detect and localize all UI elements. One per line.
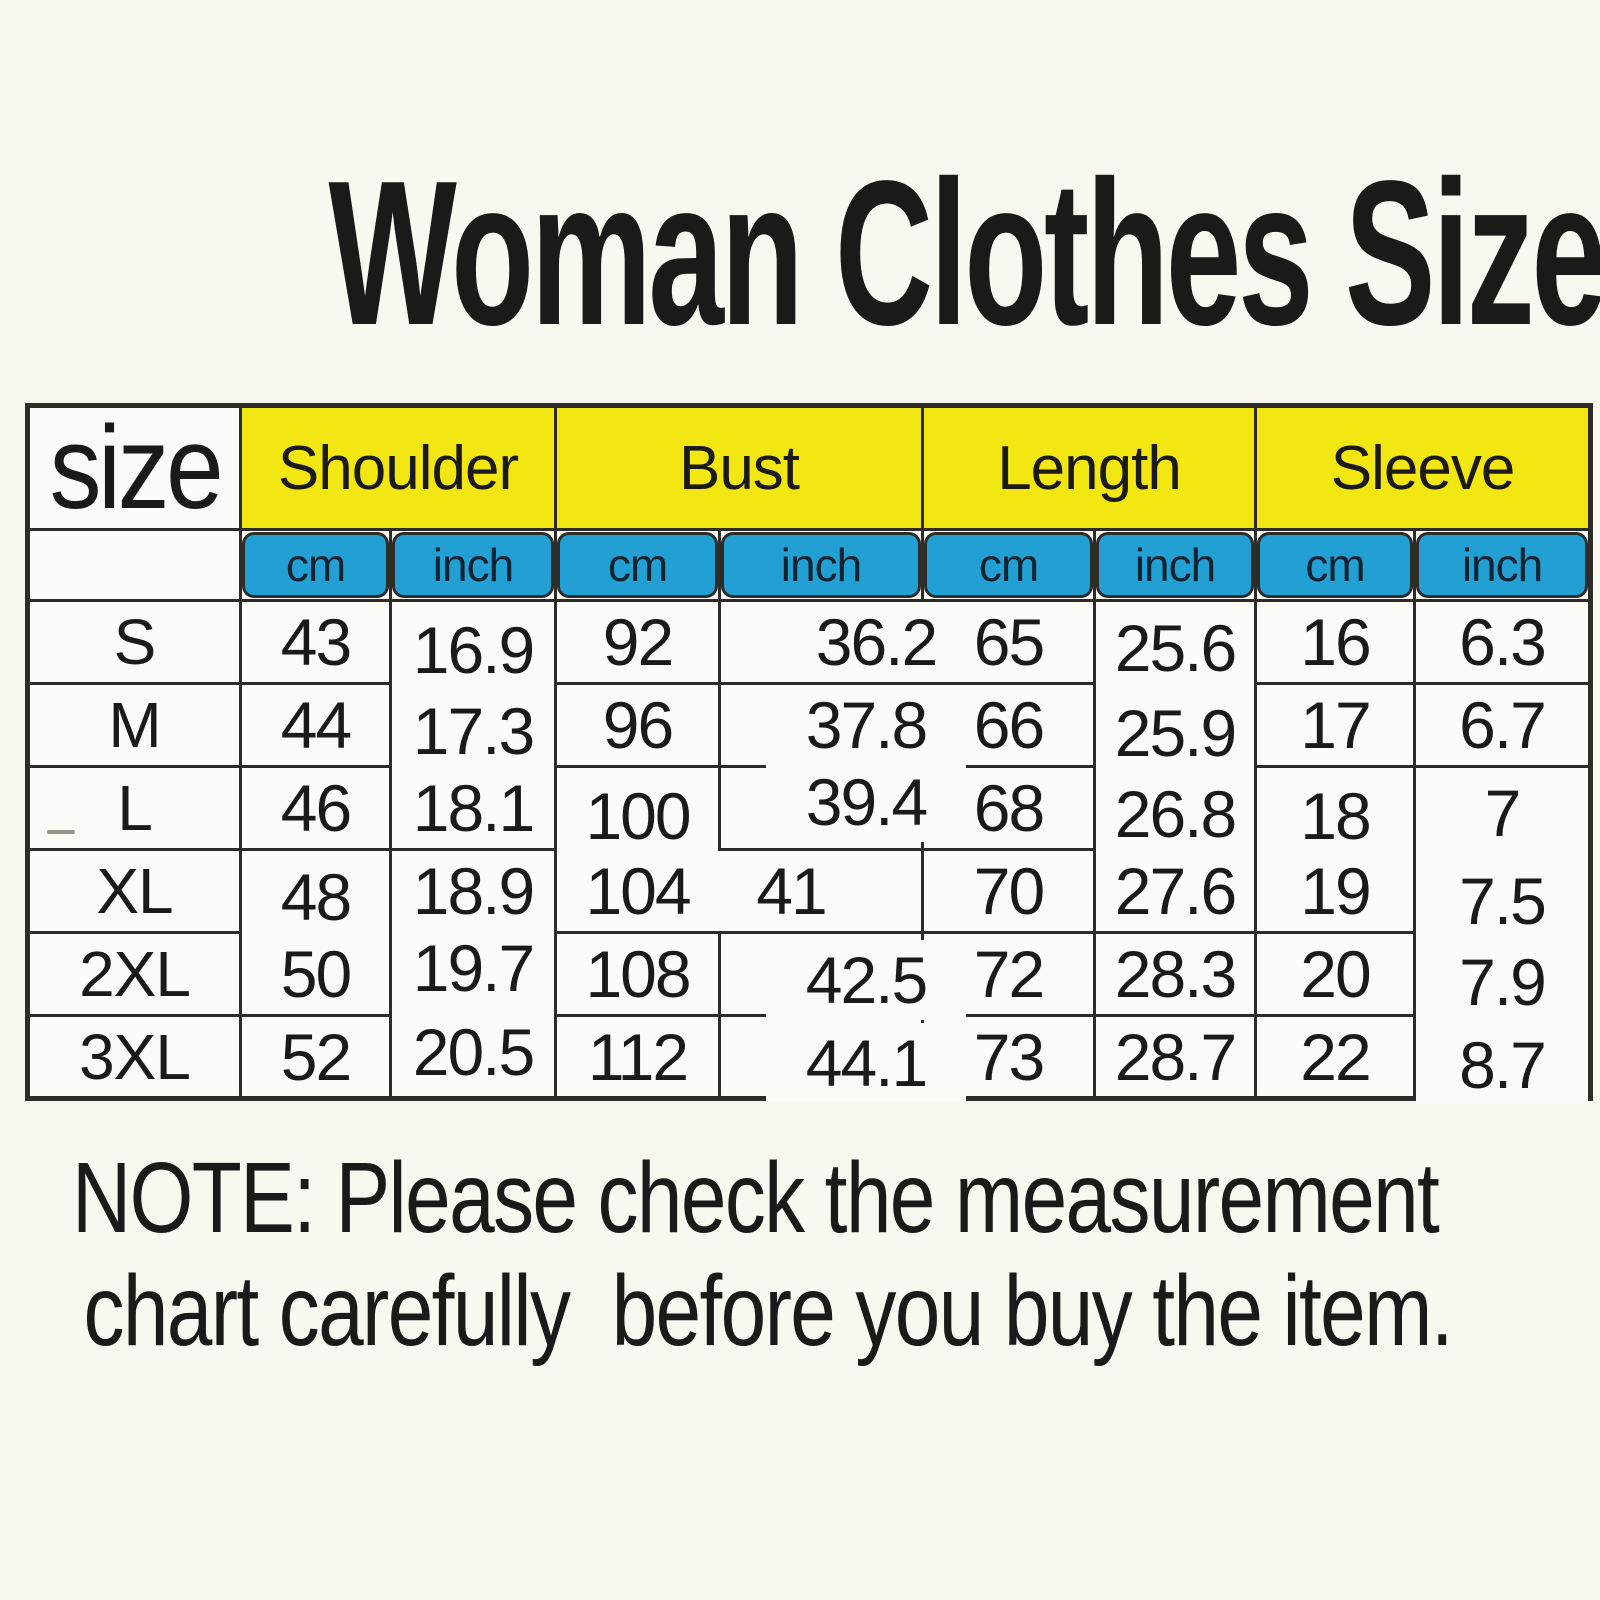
cell-shoulder-inch: 17.3 bbox=[389, 688, 557, 774]
cell-sleeve-inch: 7.9 bbox=[1413, 939, 1593, 1025]
cell-sleeve-cm: 16 bbox=[1254, 599, 1417, 685]
blank-corner-cell bbox=[26, 528, 242, 602]
cell-sleeve-cm: 22 bbox=[1254, 1014, 1417, 1100]
unit-pill: inch bbox=[1096, 532, 1255, 598]
cell-length-inch: 25.9 bbox=[1092, 690, 1258, 776]
table-header-row: size Shoulder Bust Length Sleeve bbox=[26, 402, 1593, 534]
scan-artifact-mark bbox=[47, 830, 75, 834]
table-units-row: cm inch cm inch cm inch cm inch bbox=[26, 528, 1593, 602]
cell-shoulder-inch: 19.7 bbox=[389, 925, 557, 1011]
cell-shoulder-cm: 46 bbox=[239, 765, 392, 851]
note-line-2: chart carefully before you buy the item. bbox=[83, 1255, 1453, 1367]
page-title-text: Woman Clothes Size bbox=[328, 138, 1600, 368]
unit-header-bust-cm: cm bbox=[554, 528, 721, 602]
unit-pill: cm bbox=[242, 532, 389, 598]
cell-shoulder-inch: 18.9 bbox=[389, 848, 557, 934]
row-label: 2XL bbox=[26, 931, 242, 1017]
table-row-xl: XL 48 18.9 104 41 70 27.6 19 7.5 bbox=[26, 848, 1593, 944]
cell-bust-inch: 44.1 bbox=[763, 1020, 969, 1106]
cell-length-inch: 26.8 bbox=[1092, 771, 1258, 857]
unit-header-shoulder-cm: cm bbox=[239, 528, 392, 602]
size-column-header-text: size bbox=[49, 402, 223, 534]
unit-pill: inch bbox=[721, 532, 921, 598]
cell-shoulder-cm: 44 bbox=[239, 682, 392, 768]
unit-pill: cm bbox=[557, 532, 718, 598]
unit-pill: inch bbox=[392, 532, 554, 598]
cell-bust-inch: 36.2 bbox=[773, 599, 979, 685]
unit-label: inch bbox=[1134, 539, 1216, 591]
cell-sleeve-cm: 20 bbox=[1254, 931, 1417, 1017]
unit-pill: inch bbox=[1416, 532, 1589, 598]
cell-bust-inch: 42.5 bbox=[763, 937, 969, 1023]
note: NOTE: Please check the measurement chart… bbox=[72, 1142, 1454, 1368]
table-row-m: M 44 17.3 96 37.8 66 25.9 17 6.7 bbox=[26, 682, 1593, 776]
cell-length-inch: 28.7 bbox=[1092, 1014, 1258, 1100]
cell-bust-inch: 39.4 bbox=[763, 759, 969, 845]
cell-bust-cm: 92 bbox=[554, 599, 721, 685]
row-label: M bbox=[26, 682, 242, 768]
unit-label: inch bbox=[432, 539, 514, 591]
unit-pill: cm bbox=[1257, 532, 1414, 598]
cell-sleeve-inch: 8.7 bbox=[1413, 1022, 1593, 1108]
cell-bust-inch: 41 bbox=[688, 848, 894, 934]
note-line-1: NOTE: Please check the measurement bbox=[72, 1142, 1440, 1254]
cell-sleeve-inch: 6.7 bbox=[1413, 682, 1593, 768]
row-label: L bbox=[26, 765, 242, 851]
cell-sleeve-cm: 17 bbox=[1254, 682, 1417, 768]
cell-length-inch: 25.6 bbox=[1092, 605, 1258, 691]
cell-bust-inch: 37.8 bbox=[763, 682, 969, 768]
unit-label: cm bbox=[285, 539, 346, 591]
cell-shoulder-inch: 18.1 bbox=[389, 765, 557, 851]
cell-shoulder-cm: 48 bbox=[239, 854, 392, 940]
unit-pill: cm bbox=[924, 532, 1093, 598]
cell-sleeve-cm: 19 bbox=[1254, 848, 1417, 934]
cell-length-cm: 70 bbox=[921, 848, 1096, 934]
cell-length-inch: 28.3 bbox=[1092, 931, 1258, 1017]
cell-shoulder-cm: 52 bbox=[239, 1014, 392, 1100]
page-title: Woman Clothes Size bbox=[0, 150, 1600, 356]
unit-header-length-cm: cm bbox=[921, 528, 1096, 602]
column-header-shoulder: Shoulder bbox=[239, 404, 557, 531]
table-row-2xl: 2XL 50 19.7 108 42.5 72 28.3 20 7.9 bbox=[26, 925, 1593, 1025]
cell-shoulder-inch: 16.9 bbox=[389, 607, 557, 693]
table-row-l: L 46 18.1 100 39.4 68 26.8 18 7 bbox=[26, 759, 1593, 859]
cell-shoulder-cm: 43 bbox=[239, 599, 392, 685]
column-header-bust: Bust bbox=[554, 404, 924, 531]
cell-bust-cm: 100 bbox=[554, 773, 721, 859]
unit-header-length-inch: inch bbox=[1092, 528, 1258, 602]
unit-label: cm bbox=[1305, 539, 1365, 591]
unit-label: inch bbox=[780, 539, 862, 591]
cell-sleeve-inch: 7.5 bbox=[1413, 858, 1593, 944]
cell-sleeve-cm: 18 bbox=[1254, 773, 1417, 859]
table-row-3xl: 3XL 52 20.5 112 44.1 73 28.7 22 8.7 bbox=[26, 1009, 1593, 1108]
table-row-s: S 43 16.9 92 36.2 65 25.6 16 6.3 bbox=[26, 599, 1593, 693]
unit-header-bust-inch: inch bbox=[718, 528, 924, 602]
row-label: S bbox=[26, 599, 242, 685]
row-label: 3XL bbox=[26, 1014, 242, 1100]
unit-header-shoulder-inch: inch bbox=[389, 528, 557, 602]
cell-bust-cm: 112 bbox=[554, 1014, 721, 1100]
cell-sleeve-inch: 7 bbox=[1413, 770, 1593, 856]
column-header-sleeve: Sleeve bbox=[1254, 404, 1593, 531]
unit-label: cm bbox=[607, 539, 668, 591]
cell-shoulder-inch: 20.5 bbox=[389, 1009, 557, 1095]
cell-length-inch: 27.6 bbox=[1092, 848, 1258, 934]
column-header-length: Length bbox=[920, 404, 1258, 531]
unit-header-sleeve-inch: inch bbox=[1413, 528, 1593, 602]
unit-label: inch bbox=[1461, 539, 1543, 591]
size-table: size Shoulder Bust Length Sleeve cm inch… bbox=[25, 402, 1594, 1108]
unit-header-sleeve-cm: cm bbox=[1254, 528, 1417, 602]
cell-shoulder-cm: 50 bbox=[239, 931, 392, 1017]
cell-bust-cm: 96 bbox=[554, 682, 721, 768]
size-column-header: size bbox=[26, 402, 242, 534]
unit-label: cm bbox=[978, 539, 1039, 591]
row-label: XL bbox=[26, 848, 242, 934]
cell-bust-cm: 108 bbox=[554, 931, 721, 1017]
cell-sleeve-inch: 6.3 bbox=[1413, 599, 1593, 685]
